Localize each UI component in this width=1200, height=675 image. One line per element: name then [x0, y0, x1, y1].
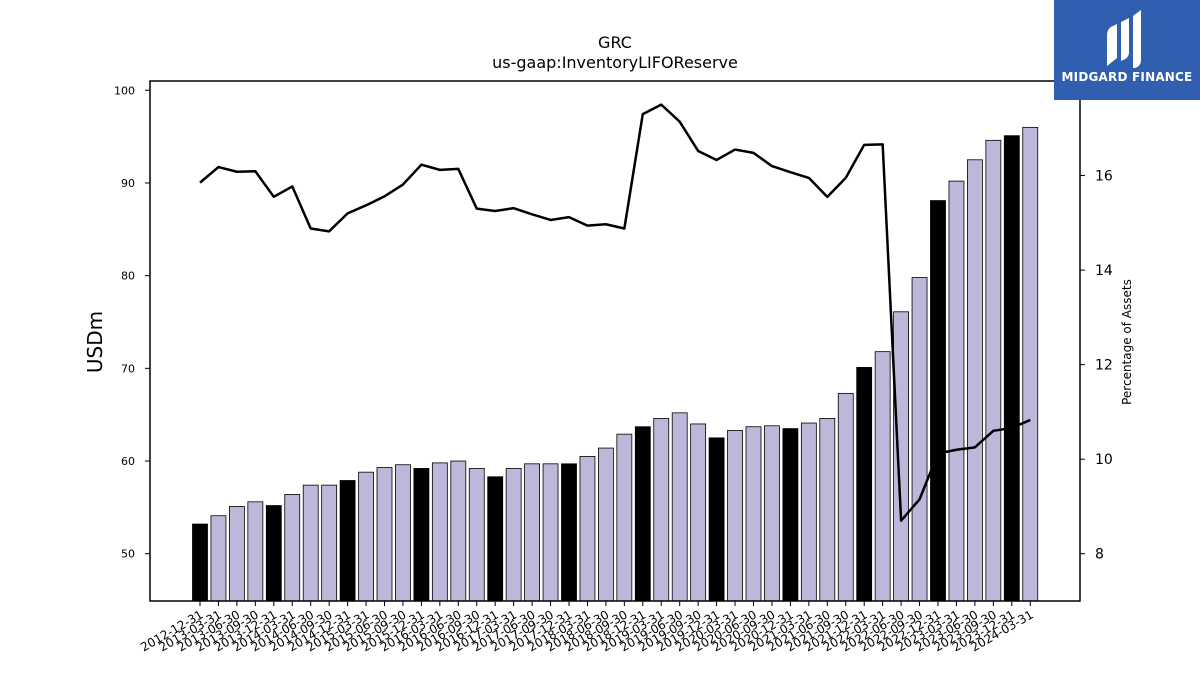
bar-2021-03-31 [800, 422, 817, 602]
bar-2019-06-30 [671, 412, 688, 602]
y-tick-label-80: 80 [121, 270, 135, 283]
bar-2020-03-31 [727, 430, 743, 602]
bar-2017-03-31 [505, 468, 522, 602]
bar-2015-03-31 [358, 471, 374, 602]
bar-2023-06-30 [967, 159, 983, 602]
bar-2022-09-30 [911, 277, 928, 602]
bar-2018-06-30 [598, 447, 614, 602]
brand-logo: MIDGARD FINANCE [1054, 0, 1200, 100]
bar-2022-03-31 [874, 351, 891, 602]
bar-2017-06-30 [524, 463, 540, 602]
bar-2014-06-30 [302, 484, 319, 602]
bar-2017-12-31 [561, 463, 577, 602]
bar-2014-03-31 [284, 493, 301, 602]
bar-2013-09-30 [247, 501, 264, 602]
bar-2017-09-30 [542, 463, 559, 602]
logo-mark-icon [1107, 10, 1141, 68]
y-tick-label-60: 60 [121, 455, 135, 468]
bar-2013-03-31 [210, 515, 227, 602]
bar-2018-09-30 [616, 433, 633, 602]
y2-tick-label-12: 12 [1095, 358, 1113, 374]
bar-2016-06-30 [450, 460, 467, 602]
chart-subtitle: us-gaap:InventoryLIFOReserve [492, 53, 738, 72]
y2-tick-label-8: 8 [1095, 547, 1104, 563]
y2-tick-label-16: 16 [1095, 169, 1113, 185]
percentage-line [199, 103, 1031, 522]
bar-series [192, 126, 1039, 602]
bar-2023-12-31 [1003, 135, 1020, 602]
bar-2021-09-30 [837, 392, 854, 602]
y2-axis-label: Percentage of Assets [1120, 279, 1134, 405]
bar-2019-09-30 [690, 423, 707, 602]
bar-2021-06-30 [819, 417, 836, 602]
y-tick-label-100: 100 [114, 84, 135, 97]
bar-2020-09-30 [764, 425, 780, 602]
bar-2022-12-31 [930, 200, 946, 602]
bar-2024-03-31 [1022, 126, 1039, 602]
bar-2018-12-31 [634, 426, 651, 602]
y-tick-label-90: 90 [121, 177, 135, 190]
chart-title: GRC [598, 33, 632, 52]
bar-2015-12-31 [413, 468, 430, 602]
y-tick-label-70: 70 [121, 362, 135, 375]
bar-2020-12-31 [782, 428, 799, 602]
axes: 2012-12-312013-03-312013-06-302013-09-30… [114, 84, 1113, 654]
bar-2016-03-31 [431, 462, 448, 602]
bar-2014-09-30 [321, 484, 338, 602]
bar-2012-12-31 [192, 523, 208, 602]
bar-2014-12-31 [339, 480, 356, 602]
bar-2015-09-30 [395, 464, 411, 602]
bar-2019-12-31 [708, 437, 725, 602]
bar-2022-06-30 [893, 311, 909, 602]
bar-2013-06-30 [228, 506, 245, 602]
bar-2021-12-31 [856, 367, 873, 602]
y2-tick-label-10: 10 [1095, 452, 1113, 468]
plot-frame [149, 80, 1081, 602]
bar-2016-09-30 [468, 468, 485, 602]
bar-2013-12-31 [265, 505, 282, 602]
bar-2023-09-30 [985, 139, 1002, 602]
bar-2015-06-30 [376, 467, 393, 602]
bar-2019-03-31 [653, 417, 670, 602]
y2-tick-label-14: 14 [1095, 263, 1113, 279]
bar-2023-03-31 [948, 180, 965, 602]
bar-2016-12-31 [487, 476, 504, 602]
bar-2020-06-30 [745, 426, 762, 602]
bar-2018-03-31 [579, 455, 596, 602]
logo-text: MIDGARD FINANCE [1061, 70, 1193, 84]
percentage-line-series [199, 103, 1031, 522]
y-tick-label-50: 50 [121, 548, 135, 561]
y-axis-label: USDm [83, 311, 107, 373]
